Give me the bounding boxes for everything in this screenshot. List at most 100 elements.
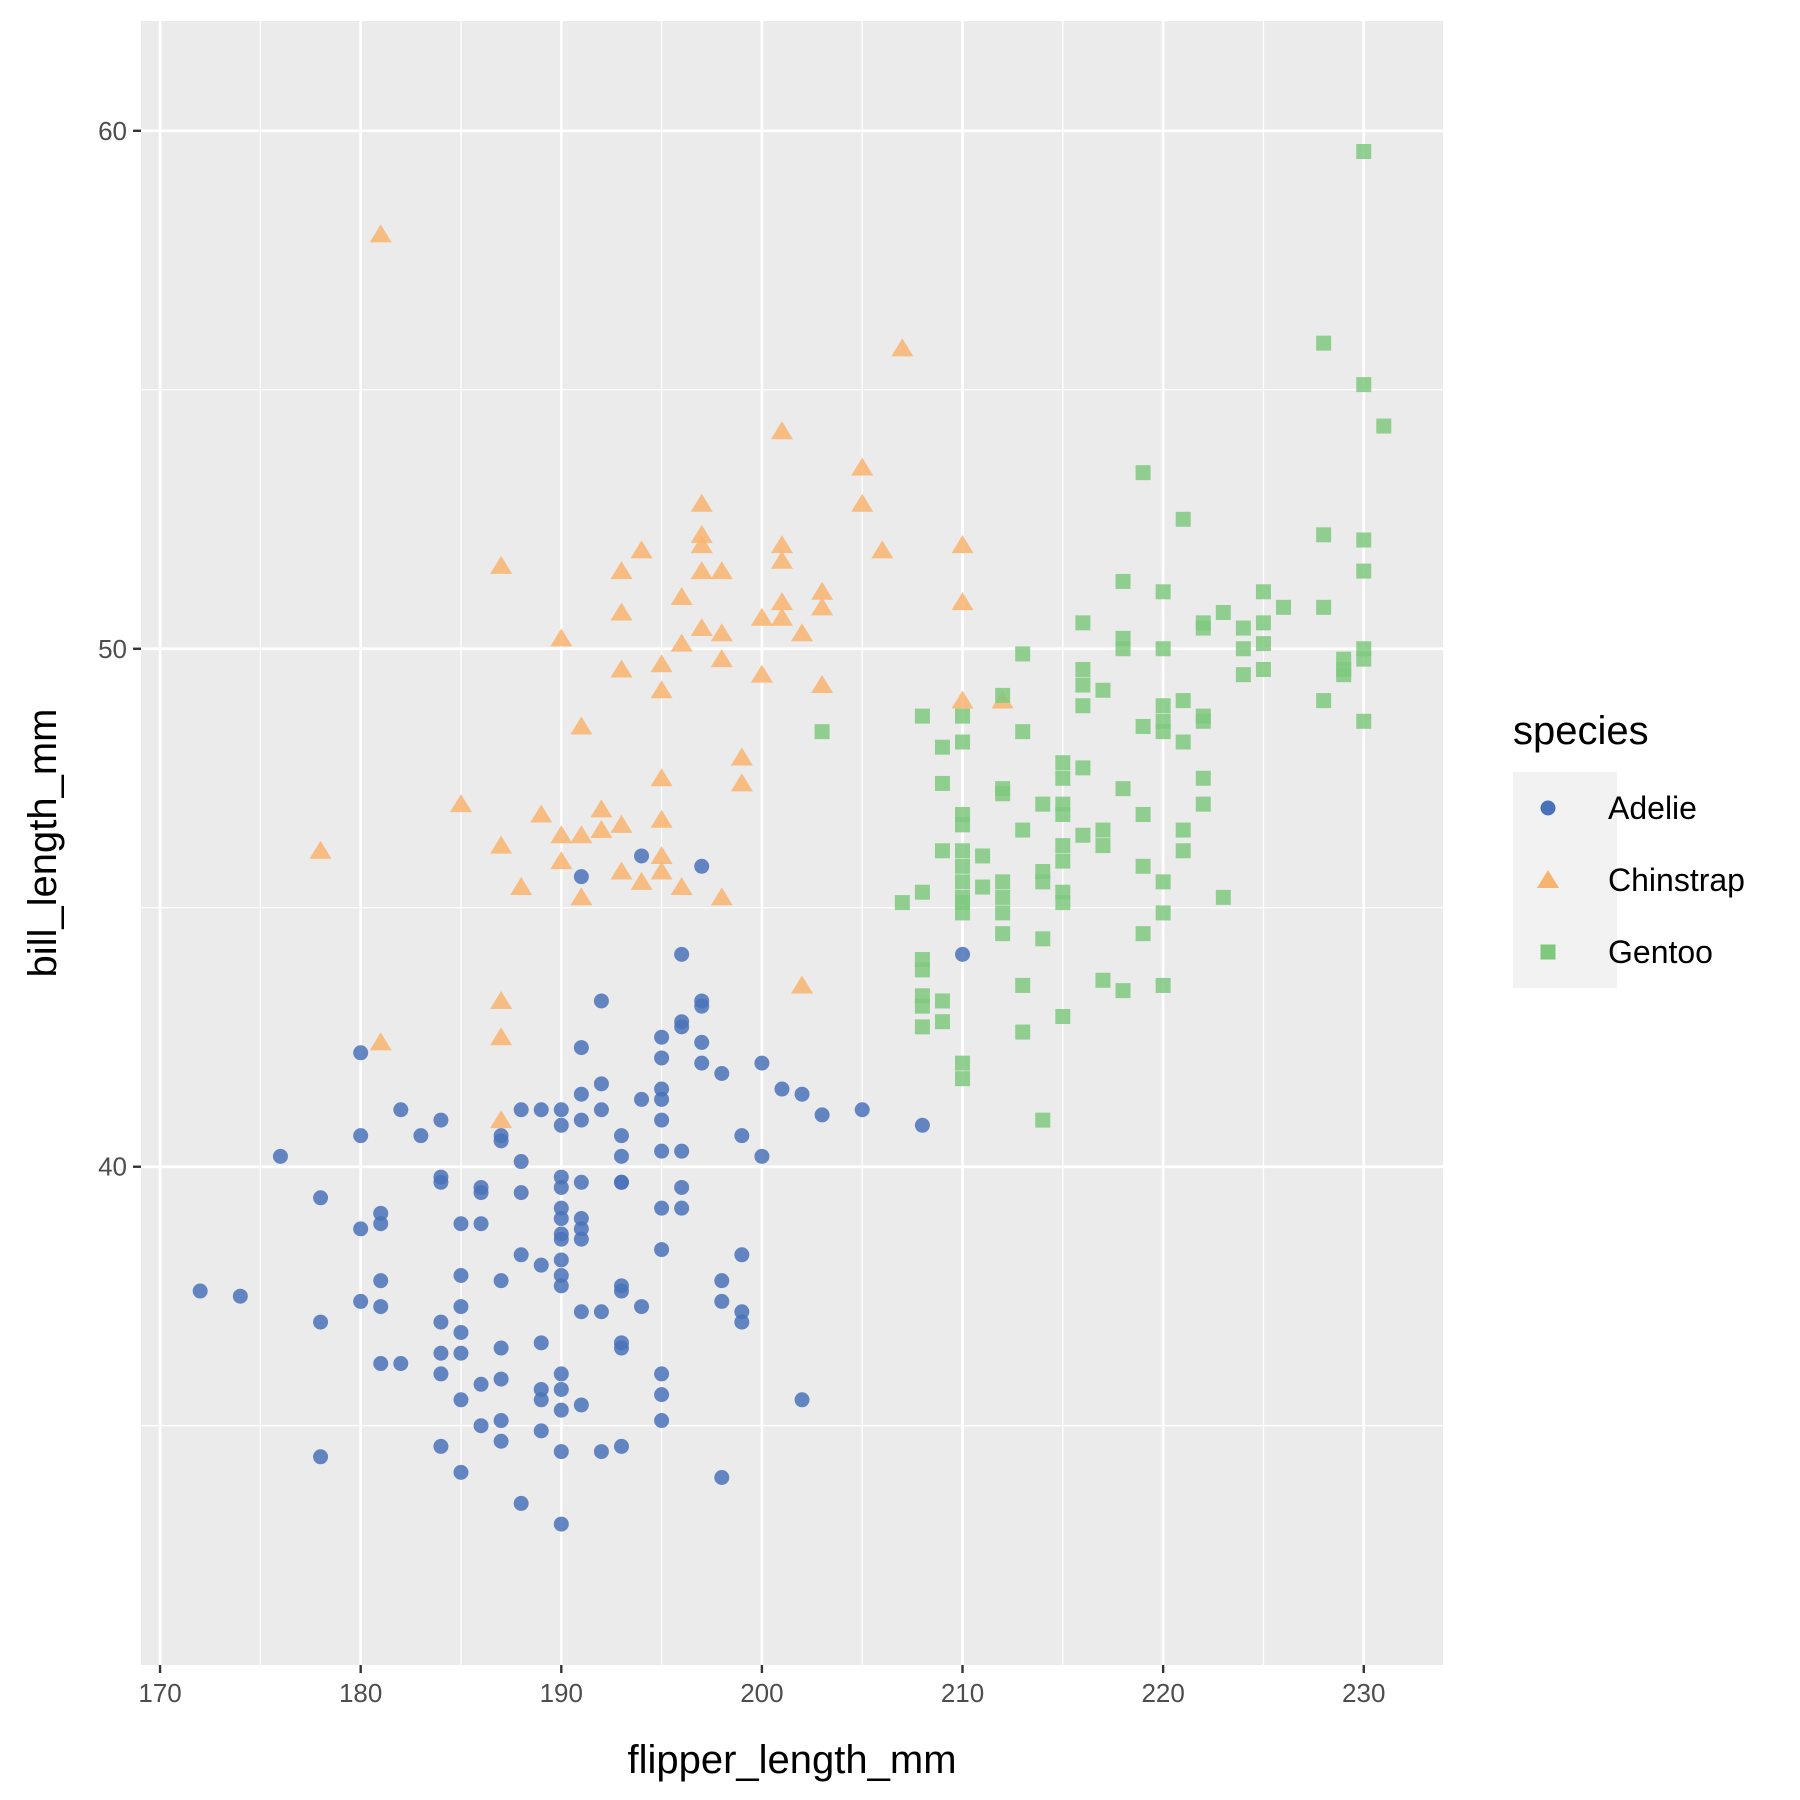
data-point-chinstrap [490, 990, 513, 1009]
data-point-chinstrap [550, 628, 573, 647]
data-point-adelie [573, 1231, 589, 1247]
data-point-adelie [593, 1102, 609, 1118]
x-tick-label: 200 [740, 1678, 783, 1708]
data-point-adelie [513, 1185, 529, 1201]
data-point-gentoo [1095, 838, 1111, 854]
data-point-gentoo [934, 1014, 950, 1030]
data-point-adelie [553, 1381, 569, 1397]
grid-major [141, 21, 1443, 1665]
legend-key-adelie [1540, 800, 1556, 816]
data-point-adelie [613, 1438, 629, 1454]
data-point-adelie [473, 1376, 489, 1392]
data-point-adelie [814, 1107, 830, 1123]
y-tick-label: 60 [98, 116, 127, 146]
data-point-chinstrap [891, 338, 914, 357]
data-point-gentoo [914, 1019, 930, 1035]
data-point-adelie [353, 1221, 369, 1237]
legend: species Adelie Chinstrap Gentoo [1513, 709, 1745, 988]
data-point-adelie [654, 1200, 670, 1216]
data-point-adelie [313, 1449, 329, 1465]
data-point-adelie [433, 1345, 449, 1361]
data-point-gentoo [1075, 615, 1091, 631]
data-point-chinstrap [770, 421, 793, 440]
data-point-adelie [553, 1200, 569, 1216]
data-point-chinstrap [590, 799, 613, 818]
data-point-adelie [674, 1200, 690, 1216]
legend-key-chinstrap [1537, 870, 1559, 888]
data-point-gentoo [1095, 822, 1111, 838]
data-point-adelie [453, 1324, 469, 1340]
legend-label: Adelie [1608, 790, 1697, 826]
data-point-adelie [573, 1221, 589, 1237]
data-point-adelie [433, 1438, 449, 1454]
panel-background [141, 21, 1443, 1665]
data-point-adelie [573, 869, 589, 885]
data-point-chinstrap [770, 592, 793, 611]
data-point-adelie [754, 1148, 770, 1164]
data-point-adelie [533, 1392, 549, 1408]
data-point-adelie [373, 1299, 389, 1315]
x-tick-label: 190 [540, 1678, 583, 1708]
data-point-gentoo [955, 708, 971, 724]
data-point-chinstrap [690, 561, 713, 580]
data-point-gentoo [934, 993, 950, 1009]
data-point-gentoo [914, 962, 930, 978]
data-point-gentoo [1055, 838, 1071, 854]
data-point-gentoo [1195, 620, 1211, 636]
data-point-adelie [714, 1065, 730, 1081]
data-point-gentoo [955, 843, 971, 859]
data-point-adelie [453, 1216, 469, 1232]
data-point-chinstrap [770, 535, 793, 554]
data-point-adelie [553, 1444, 569, 1460]
data-point-gentoo [1035, 1112, 1051, 1128]
data-point-chinstrap [951, 690, 974, 709]
data-point-gentoo [1356, 713, 1372, 729]
data-point-adelie [373, 1216, 389, 1232]
data-point-adelie [674, 1143, 690, 1159]
data-point-gentoo [1175, 511, 1191, 527]
data-point-adelie [533, 1335, 549, 1351]
data-point-gentoo [955, 1055, 971, 1071]
data-point-adelie [493, 1371, 509, 1387]
data-point-adelie [654, 1413, 670, 1429]
data-point-chinstrap [710, 649, 733, 668]
data-point-gentoo [1155, 724, 1171, 740]
data-point-adelie [493, 1413, 509, 1429]
series-chinstrap [309, 224, 1014, 1129]
data-point-adelie [453, 1299, 469, 1315]
data-point-adelie [573, 1304, 589, 1320]
data-point-chinstrap [690, 524, 713, 543]
data-point-adelie [694, 998, 710, 1014]
data-point-chinstrap [690, 535, 713, 554]
data-point-adelie [453, 1345, 469, 1361]
data-point-adelie [353, 1128, 369, 1144]
data-point-chinstrap [610, 561, 633, 580]
data-point-gentoo [1215, 605, 1231, 621]
x-tick-label: 220 [1141, 1678, 1184, 1708]
data-point-gentoo [1336, 667, 1352, 683]
legend-label: Gentoo [1608, 934, 1713, 970]
data-point-adelie [674, 1019, 690, 1035]
data-point-gentoo [1175, 843, 1191, 859]
data-point-gentoo [1015, 724, 1031, 740]
data-point-gentoo [914, 708, 930, 724]
data-point-gentoo [1075, 661, 1091, 677]
data-point-chinstrap [730, 747, 753, 766]
x-tick-label: 180 [339, 1678, 382, 1708]
data-point-adelie [513, 1495, 529, 1511]
data-point-chinstrap [630, 871, 653, 890]
data-point-chinstrap [951, 592, 974, 611]
data-point-gentoo [1015, 822, 1031, 838]
data-points [192, 144, 1392, 1532]
data-point-adelie [313, 1190, 329, 1206]
data-point-adelie [473, 1216, 489, 1232]
data-point-gentoo [1015, 646, 1031, 662]
data-point-adelie [694, 858, 710, 874]
series-adelie [192, 848, 971, 1532]
data-point-gentoo [1135, 926, 1151, 942]
data-point-adelie [493, 1273, 509, 1289]
data-point-adelie [533, 1423, 549, 1439]
data-point-gentoo [1316, 527, 1332, 543]
data-point-chinstrap [871, 540, 894, 559]
